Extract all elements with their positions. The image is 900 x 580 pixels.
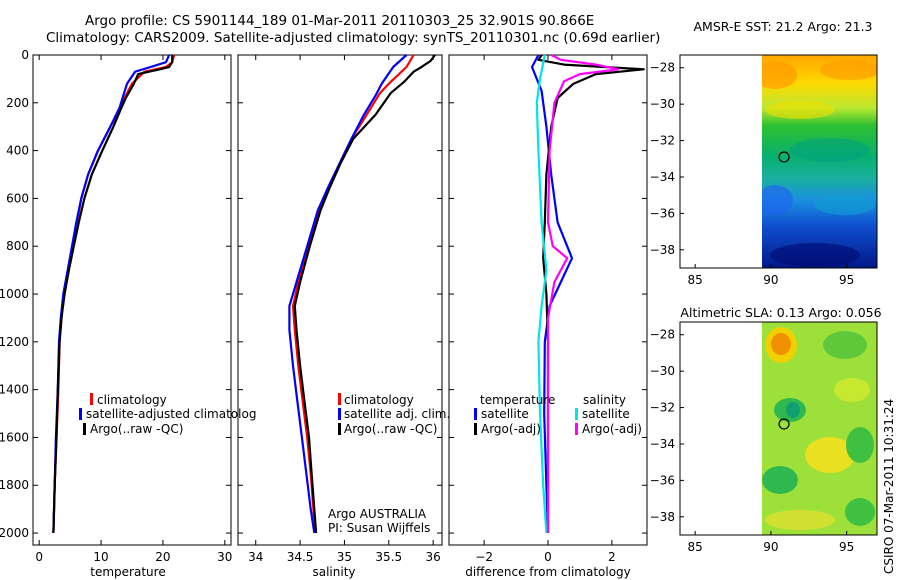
series-line-satellite-adj-clim [288,54,408,534]
series-line-salinity-satellite [535,54,548,534]
y-tick-label: 2000 [0,526,29,540]
y-tick-label: −32 [650,134,675,148]
y-tick-label: −30 [650,364,675,378]
sla-map-panel: Altimetric SLA: 0.13 Argo: 0.056 −28−30−… [650,305,882,554]
legend-swatch-temp-argo [474,423,477,435]
legend-label-sal-satellite: satellite [582,407,630,421]
sla-map-axes: −28 −30 −32 −34 −36 −38 85 90 95 [650,321,878,554]
y-tick-label: −36 [650,206,675,220]
x-tick-label: 95 [839,273,854,287]
y-tick-label: 1400 [0,383,29,397]
x-tick-label: 2 [608,550,616,564]
sst-map-axes: −28 −30 −32 −34 −36 −38 85 90 95 [650,54,878,287]
y-tick-label: 0 [21,48,29,62]
x-axis-label: salinity [312,565,355,579]
legend-label-temp-argo: Argo(-adj) [481,422,541,436]
float-info-line1: Argo AUSTRALIA [328,507,427,521]
sla-map-title: Altimetric SLA: 0.13 Argo: 0.056 [680,305,881,320]
legend-group-salinity: salinity [583,393,626,407]
x-tick-label: −2 [475,550,493,564]
legend-swatch-satellite [338,408,341,420]
header-line1: Argo profile: CS 5901144_189 01-Mar-2011… [85,13,594,29]
x-tick-label: 90 [763,540,778,554]
legend-label-temp-satellite: satellite [481,407,529,421]
y-tick-label: 600 [6,191,29,205]
sst-map-panel: AMSR-E SST: 21.2 Argo: 21.3 −28 −30 −32 −34… [650,19,878,287]
y-tick-label: 1200 [0,335,29,349]
legend-swatch-sal-satellite [575,408,578,420]
legend-label-satellite: satellite adj. clim. [344,407,450,421]
x-axis-label: difference from climatology [465,565,631,579]
legend-label-climatology: climatology [97,393,167,407]
legend-label-climatology: climatology [344,393,414,407]
sla-heatmap [762,322,877,535]
y-tick-label: −38 [650,510,675,524]
y-tick-label: −34 [650,437,675,451]
x-tick-label: 34.5 [287,550,314,564]
series-line-temperature-satellite [530,54,574,534]
x-tick-label: 30 [217,550,232,564]
y-tick-label: −32 [650,401,675,415]
x-tick-label: 34 [248,550,263,564]
y-tick-label: 200 [6,96,29,110]
header-line2: Climatology: CARS2009. Satellite-adjuste… [46,30,660,46]
x-tick-label: 35.5 [375,550,402,564]
salinity-panel: 34 34.5 35 35.5 36 salinity [237,54,443,579]
map-frame [679,54,878,269]
y-tick-label: 1800 [0,478,29,492]
sst-heatmap [762,55,877,268]
vertical-credit: CSIRO 07-Mar-2011 10:31:24 [882,399,896,574]
legend-label-sal-argo: Argo(-adj) [582,422,642,436]
y-tick-label: −34 [650,170,675,184]
y-tick-label: 800 [6,239,29,253]
x-tick-label: 20 [155,550,170,564]
x-tick-label: 35 [337,550,352,564]
legend-label-satellite: satellite-adjusted climatolog [86,407,256,421]
x-tick-label: 95 [839,540,854,554]
y-tick-label: −28 [650,328,675,342]
plot-frame [237,54,443,546]
map-frame [679,321,878,536]
temperature-legend: climatology satellite-adjusted climatolo… [79,393,256,436]
x-tick-label: 0 [35,550,43,564]
series-line-salinity-argo-adj [546,54,620,533]
plot-frame [32,54,232,546]
y-tick-label: 1000 [0,287,29,301]
legend-swatch-temp-satellite [474,408,477,420]
temperature-panel: 0 200 400 600 800 1000 1200 1400 1600 1800 2000 0 10… [0,48,232,579]
x-tick-label: 90 [763,273,778,287]
float-info-line2: PI: Susan Wijffels [328,521,430,535]
legend-label-argo: Argo(..raw -QC) [344,422,437,436]
salinity-legend: climatology satellite adj. clim. Argo(..… [338,393,450,436]
argo-position-marker [778,418,790,430]
series-line-satellite-adjusted-climatology [52,54,171,534]
x-axis-label: temperature [90,565,165,579]
legend-swatch-satellite [79,408,82,420]
argo-position-marker [778,151,790,163]
x-tick-label: 10 [93,550,108,564]
series-line-argo-raw-qc [293,54,436,534]
series-line-argo-raw-qc [52,55,174,534]
x-tick-label: 85 [688,273,703,287]
legend-group-temperature: temperature [480,393,555,407]
legend-swatch-argo [83,423,86,435]
y-tick-label: −30 [650,97,675,111]
sst-map-title: AMSR-E SST: 21.2 Argo: 21.3 [693,19,872,34]
y-tick-label: −38 [650,243,675,257]
legend-swatch-argo [338,423,341,435]
y-tick-label: −36 [650,473,675,487]
x-tick-label: 0 [544,550,552,564]
legend-swatch-climatology [338,393,341,405]
y-tick-label: 400 [6,144,29,158]
difference-legend: temperature salinity satellite Argo(-adj… [474,393,642,436]
legend-swatch-sal-argo [575,423,578,435]
y-tick-label: 1600 [0,430,29,444]
x-tick-label: 85 [688,540,703,554]
x-tick-label: 36 [425,550,440,564]
legend-label-argo: Argo(..raw -QC) [90,422,183,436]
legend-swatch-climatology [90,393,93,405]
y-tick-label: −28 [650,61,675,75]
